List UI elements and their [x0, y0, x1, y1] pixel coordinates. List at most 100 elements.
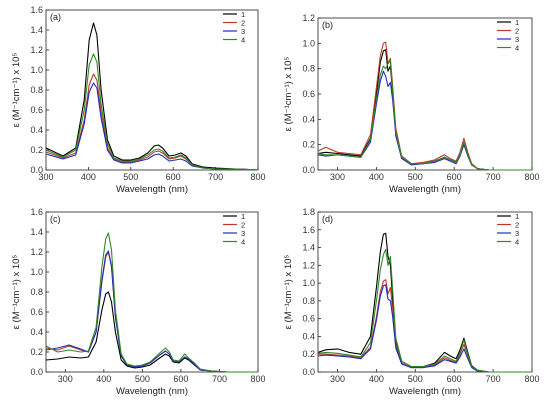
plot-frame	[317, 211, 533, 373]
x-tick-label: 600	[447, 374, 462, 384]
legend-label-3: 3	[241, 27, 245, 36]
panel-label: (b)	[322, 20, 333, 30]
series-line-2	[45, 73, 259, 171]
series-line-1	[45, 291, 258, 373]
y-tick-label: 0.2	[30, 145, 43, 155]
y-axis-title: ε (M⁻¹cm⁻¹) x 10⁵	[11, 255, 22, 330]
x-tick-label: 400	[81, 172, 96, 182]
y-tick-label: 1.8	[302, 207, 315, 217]
series-line-4	[45, 232, 258, 373]
x-tick-label: 700	[486, 172, 501, 182]
y-tick-label: 0.2	[302, 349, 315, 359]
x-axis-title: Wavelength (nm)	[389, 386, 461, 397]
x-tick-label: 600	[173, 374, 188, 384]
x-tick-label: 800	[250, 374, 265, 384]
series-line-4	[317, 248, 532, 373]
legend-label-2: 2	[241, 221, 245, 230]
plot-frame	[317, 17, 533, 171]
x-tick-label: 800	[524, 172, 539, 182]
x-tick-label: 300	[330, 172, 345, 182]
y-tick-label: 0.4	[302, 114, 315, 124]
x-tick-label: 400	[369, 374, 384, 384]
legend-label-1: 1	[241, 10, 245, 19]
legend-label-1: 1	[241, 212, 245, 221]
x-tick-label: 600	[166, 172, 181, 182]
chart-panel-4: 300 400 500 600 700 800 0.0 0.2 0.4 0.6 0.8 1.0 1.2 1…	[283, 207, 540, 397]
y-tick-label: 0.0	[30, 165, 43, 175]
series-line-3	[317, 284, 532, 373]
legend-label-3: 3	[515, 229, 519, 238]
y-tick-label: 1.0	[302, 38, 315, 48]
x-tick-label: 600	[447, 172, 462, 182]
series-line-2	[318, 279, 532, 373]
legend-label-2: 2	[515, 221, 519, 230]
x-tick-label: 500	[408, 374, 423, 384]
series-line-3	[45, 250, 258, 373]
series-line-3	[45, 82, 259, 171]
series-line-2	[45, 251, 258, 373]
y-tick-label: 1.0	[30, 65, 43, 75]
y-tick-label: 1.6	[30, 207, 43, 217]
y-tick-label: 0.8	[302, 64, 315, 74]
legend-label-4: 4	[241, 36, 245, 45]
legend-label-4: 4	[241, 238, 245, 247]
y-tick-label: 0.4	[30, 327, 43, 337]
chart-panel-1: 300 400 500 600 700 800 0.0 0.2 0.4 0.6 0.8 1.0 1.2 1…	[11, 5, 266, 195]
y-tick-label: 0.8	[30, 287, 43, 297]
series-line-1	[45, 22, 259, 171]
x-tick-label: 500	[123, 172, 138, 182]
legend-label-3: 3	[241, 229, 245, 238]
y-tick-label: 0.4	[302, 331, 315, 341]
y-tick-label: 0.6	[302, 89, 315, 99]
chart-panel-2: 300 400 500 600 700 800 0.0 0.2 0.4 0.6 0.8 1.0 1.2 W…	[283, 13, 540, 195]
x-tick-label: 800	[524, 374, 539, 384]
y-tick-label: 0.0	[30, 367, 43, 377]
x-tick-label: 500	[135, 374, 150, 384]
y-tick-label: 0.0	[302, 165, 315, 175]
x-tick-label: 700	[208, 172, 223, 182]
y-tick-label: 0.0	[302, 367, 315, 377]
y-tick-label: 1.2	[30, 247, 43, 257]
x-tick-label: 700	[212, 374, 227, 384]
legend-label-4: 4	[515, 44, 519, 53]
y-tick-label: 1.0	[30, 267, 43, 277]
series-line-2	[317, 41, 532, 171]
panel-label: (c)	[50, 214, 61, 224]
y-tick-label: 1.0	[302, 278, 315, 288]
y-tick-label: 0.6	[30, 105, 43, 115]
y-axis-title: ε (M⁻¹cm⁻¹) x 10⁵	[283, 255, 294, 330]
x-tick-label: 300	[58, 374, 73, 384]
y-tick-label: 1.4	[30, 25, 43, 35]
y-tick-label: 1.2	[30, 45, 43, 55]
x-tick-label: 300	[38, 172, 53, 182]
y-tick-label: 1.4	[30, 227, 43, 237]
legend-label-1: 1	[515, 18, 519, 27]
x-tick-label: 400	[96, 374, 111, 384]
y-tick-label: 0.4	[30, 125, 43, 135]
y-tick-label: 1.2	[302, 13, 315, 23]
y-tick-label: 0.6	[30, 307, 43, 317]
y-tick-label: 1.6	[302, 225, 315, 235]
y-tick-label: 0.2	[30, 347, 43, 357]
series-line-4	[45, 53, 259, 171]
legend-label-2: 2	[241, 19, 245, 28]
x-tick-label: 700	[486, 374, 501, 384]
x-axis-title: Wavelength (nm)	[116, 184, 188, 195]
legend-label-2: 2	[515, 27, 519, 36]
y-tick-label: 1.2	[302, 260, 315, 270]
x-axis-title: Wavelength (nm)	[116, 386, 188, 397]
x-tick-label: 400	[369, 172, 384, 182]
y-tick-label: 0.2	[302, 140, 315, 150]
y-tick-label: 1.6	[30, 5, 43, 15]
x-tick-label: 800	[250, 172, 265, 182]
y-axis-title: ε (M⁻¹cm⁻¹) x 10⁵	[11, 53, 22, 128]
y-tick-label: 0.8	[30, 85, 43, 95]
x-axis-title: Wavelength (nm)	[389, 184, 461, 195]
legend-label-1: 1	[515, 212, 519, 221]
chart-panel-3: 300 400 500 600 700 800 0.0 0.2 0.4 0.6 0.8 1.0 1.2 1…	[11, 207, 266, 397]
